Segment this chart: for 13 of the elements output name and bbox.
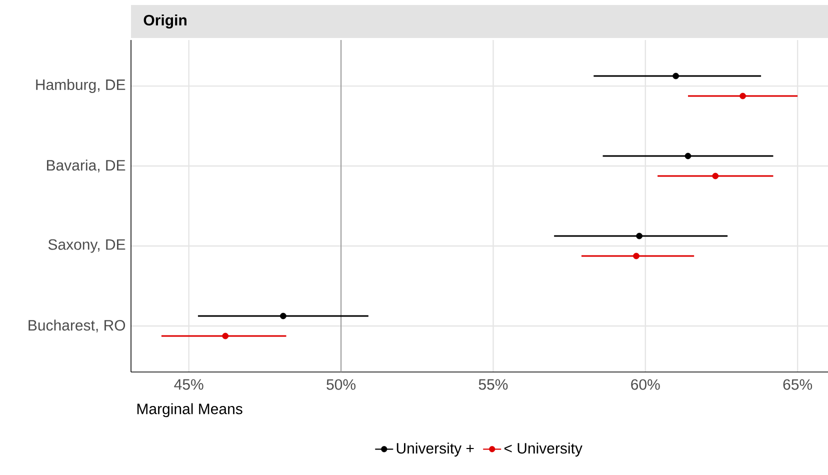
y-tick-label: Saxony, DE (48, 239, 126, 253)
chart-title: Origin (144, 14, 186, 29)
x-tick-label: 45% (174, 379, 204, 390)
x-tick-label: 60% (631, 379, 660, 390)
y-tick-label: Bavaria, DE (46, 160, 126, 172)
y-tick-label: Hamburg, DE (36, 79, 126, 93)
y-tick-label: Bucharest, RO (28, 320, 126, 332)
x-axis-title: Marginal Means (137, 403, 242, 418)
x-tick-label: 50% (326, 379, 356, 390)
x-tick-label: 65% (783, 379, 812, 390)
legend-label: University + (396, 442, 474, 457)
x-tick-label: 55% (478, 379, 508, 390)
legend-label: < University (504, 442, 582, 457)
